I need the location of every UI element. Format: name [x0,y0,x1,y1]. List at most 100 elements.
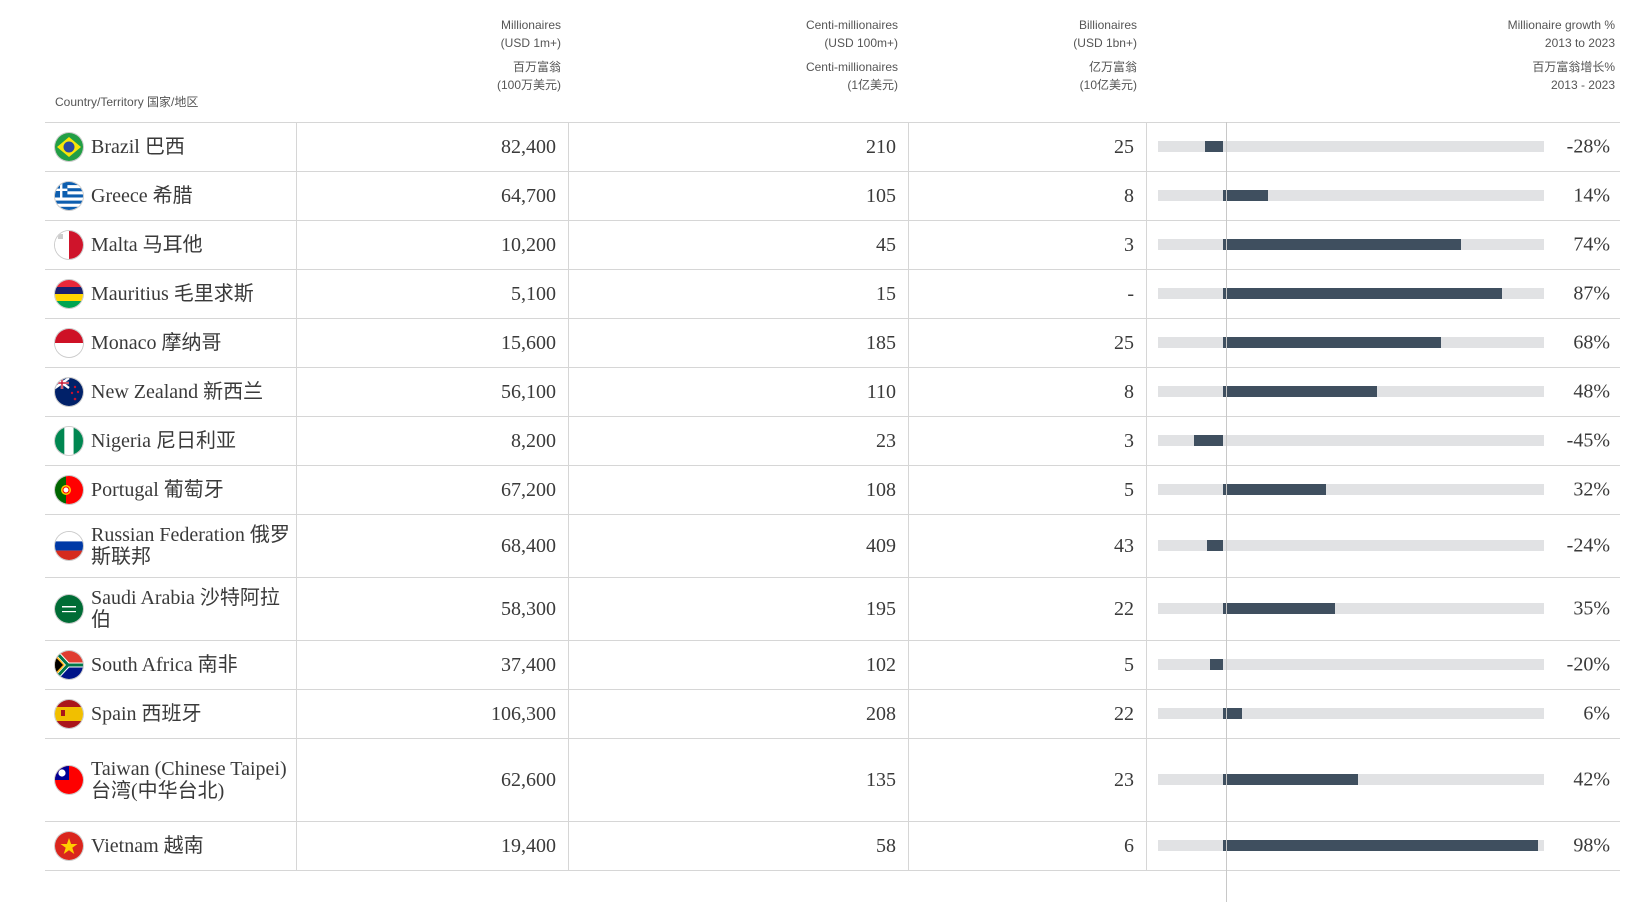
growth-value: 35% [1573,597,1610,620]
billionaires-cell: 43 [909,515,1147,577]
nigeria-flag-icon [55,427,83,455]
centi-millionaires-cell: 409 [569,515,909,577]
country-name: Portugal 葡萄牙 [91,479,224,501]
growth-cell: 48% [1147,368,1620,416]
growth-value: 32% [1573,478,1610,501]
billionaires-cell: 3 [909,221,1147,269]
header-millionaires-cn-line1: 百万富翁 [512,60,561,74]
header-growth-line1: Millionaire growth % [1507,18,1615,32]
header-centi-line2: (USD 100m+) [824,36,898,50]
country-name: Mauritius 毛里求斯 [91,283,254,305]
header-millionaires-cn-line2: (100万美元) [496,78,561,92]
header-growth: Millionaire growth % 2013 to 2023 百万富翁增长… [1508,16,1615,94]
country-cell: Greece 希腊 [45,172,297,220]
portugal-flag-icon [55,476,83,504]
millionaires-cell: 15,600 [297,319,569,367]
monaco-flag-icon [55,329,83,357]
growth-value: 87% [1573,282,1610,305]
growth-cell: 35% [1147,578,1620,640]
growth-cell: 68% [1147,319,1620,367]
growth-cell: 14% [1147,172,1620,220]
header-centi-millionaires: Centi-millionaires (USD 100m+) Centi-mil… [806,16,898,94]
millionaires-cell: 37,400 [297,641,569,689]
header-centi-cn-line2: (1亿美元) [847,78,898,92]
billionaires-cell: 6 [909,822,1147,870]
growth-cell: -45% [1147,417,1620,465]
vietnam-flag-icon [55,832,83,860]
header-millionaires: Millionaires (USD 1m+) 百万富翁 (100万美元) [497,16,561,94]
header-millionaires-line1: Millionaires [500,18,561,32]
mauritius-flag-icon [55,280,83,308]
centi-millionaires-cell: 185 [569,319,909,367]
millionaires-cell: 62,600 [297,739,569,821]
growth-value: 74% [1573,233,1610,256]
malta-flag-icon [55,231,83,259]
table-header: Country/Territory 国家/地区 Millionaires (US… [0,0,1650,122]
country-cell: Portugal 葡萄牙 [45,466,297,514]
growth-bar [1193,435,1223,446]
country-cell: Russian Federation 俄罗斯联邦 [45,515,297,577]
millionaires-cell: 19,400 [297,822,569,870]
millionaires-cell: 56,100 [297,368,569,416]
country-cell: Vietnam 越南 [45,822,297,870]
country-name: Vietnam 越南 [91,835,204,857]
header-growth-line2: 2013 to 2023 [1544,36,1615,50]
country-cell: Brazil 巴西 [45,123,297,171]
millionaires-cell: 68,400 [297,515,569,577]
country-name: Monaco 摩纳哥 [91,332,222,354]
header-growth-cn-line2: 2013 - 2023 [1550,78,1615,92]
country-name: New Zealand 新西兰 [91,381,264,403]
growth-bar [1223,288,1503,299]
billionaires-cell: 8 [909,368,1147,416]
growth-cell: -24% [1147,515,1620,577]
centi-millionaires-cell: 108 [569,466,909,514]
growth-bar-track [1158,386,1544,397]
header-millionaires-line2: (USD 1m+) [500,36,561,50]
centi-millionaires-cell: 110 [569,368,909,416]
header-country: Country/Territory 国家/地区 [55,95,199,109]
growth-bar-track [1158,141,1544,152]
growth-bar [1223,239,1461,250]
growth-cell: 6% [1147,690,1620,738]
table-row: Taiwan (Chinese Taipei) 台湾(中华台北) 62,600 13… [45,738,1620,821]
header-billionaires: Billionaires (USD 1bn+) 亿万富翁 (10亿美元) [1073,16,1137,94]
millionaires-cell: 64,700 [297,172,569,220]
spain-flag-icon [55,700,83,728]
growth-value: -20% [1566,653,1610,676]
growth-bar-track [1158,540,1544,551]
growth-value: 68% [1573,331,1610,354]
centi-millionaires-cell: 105 [569,172,909,220]
country-cell: Nigeria 尼日利亚 [45,417,297,465]
billionaires-cell: 5 [909,641,1147,689]
growth-bar-track [1158,484,1544,495]
growth-bar [1223,386,1378,397]
growth-bar-track [1158,435,1544,446]
country-name: Taiwan (Chinese Taipei) 台湾(中华台北) [91,758,287,802]
header-centi-cn-line1: Centi-millionaires [805,60,898,74]
saudi-arabia-flag-icon [55,595,83,623]
millionaires-cell: 106,300 [297,690,569,738]
millionaires-cell: 10,200 [297,221,569,269]
growth-bar [1223,708,1243,719]
growth-cell: 32% [1147,466,1620,514]
growth-value: -24% [1566,534,1610,557]
table-row: Brazil 巴西 82,400 210 25 -28% [45,122,1620,171]
growth-value: -45% [1566,429,1610,452]
header-billionaires-line1: Billionaires [1078,18,1137,32]
table-row: Malta 马耳他 10,200 45 3 74% [45,220,1620,269]
millionaires-cell: 82,400 [297,123,569,171]
growth-cell: 42% [1147,739,1620,821]
growth-cell: -28% [1147,123,1620,171]
growth-bar [1223,337,1442,348]
centi-millionaires-cell: 210 [569,123,909,171]
growth-bar-track [1158,239,1544,250]
growth-cell: 87% [1147,270,1620,318]
country-cell: Saudi Arabia 沙特阿拉伯 [45,578,297,640]
table-row: Mauritius 毛里求斯 5,100 15- 87% [45,269,1620,318]
growth-bar-track [1158,659,1544,670]
centi-millionaires-cell: 208 [569,690,909,738]
growth-value: -28% [1566,135,1610,158]
billionaires-cell: 25 [909,123,1147,171]
growth-bar-track [1158,840,1544,851]
table-row: Greece 希腊 64,700 105 8 14% [45,171,1620,220]
